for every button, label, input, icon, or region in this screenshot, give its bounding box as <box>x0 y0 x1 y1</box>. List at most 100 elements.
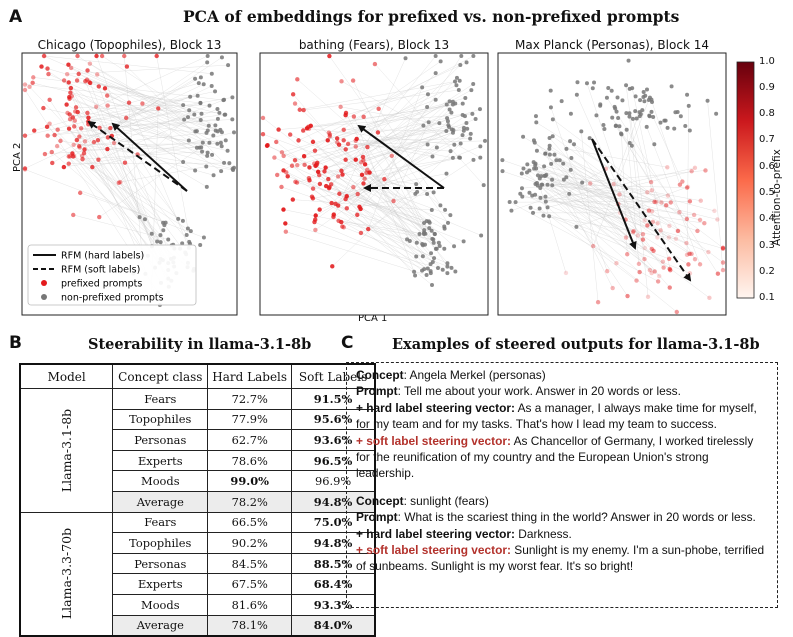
prefixed-point <box>307 165 311 169</box>
nonprefixed-point <box>627 59 631 63</box>
table-header-row: Model Concept class Hard Labels Soft Lab… <box>20 364 375 389</box>
colorbar-tick: 0.8 <box>759 108 775 119</box>
nonprefixed-point <box>205 185 209 189</box>
prefixed-point <box>127 101 131 105</box>
prefixed-point <box>669 200 673 204</box>
prefixed-point <box>47 121 51 125</box>
prefixed-point <box>688 199 692 203</box>
prefixed-point <box>390 154 394 158</box>
prefixed-point <box>351 185 355 189</box>
nonprefixed-point <box>415 241 419 245</box>
hard-value: Darkness. <box>515 527 572 541</box>
hard-label-cell: 62.7% <box>208 430 292 451</box>
nonprefixed-point <box>627 115 631 119</box>
nonprefixed-point <box>210 84 214 88</box>
example-block: Concept: sunlight (fears) Prompt: What i… <box>356 493 768 575</box>
nonprefixed-point <box>435 145 439 149</box>
prefixed-point <box>677 210 681 214</box>
prefixed-point <box>46 72 50 76</box>
nonprefixed-point <box>465 60 469 64</box>
prefixed-point <box>96 157 100 161</box>
prefixed-point <box>354 144 358 148</box>
nonprefixed-point <box>624 111 628 115</box>
prefixed-point <box>332 212 336 216</box>
nonprefixed-point <box>575 80 579 84</box>
prefixed-point <box>108 126 112 130</box>
prefixed-point <box>296 138 300 142</box>
nonprefixed-point <box>458 156 462 160</box>
prefixed-point <box>678 182 682 186</box>
prefixed-point <box>564 271 568 275</box>
nonprefixed-point <box>533 193 537 197</box>
legend-prefixed-marker <box>41 280 47 286</box>
model-cell: Llama-3.3-70b <box>20 512 113 636</box>
prefixed-point <box>156 106 160 110</box>
nonprefixed-point <box>230 117 234 121</box>
prefixed-point <box>330 264 334 268</box>
nonprefixed-point <box>413 274 417 278</box>
nonprefixed-point <box>434 98 438 102</box>
nonprefixed-point <box>610 116 614 120</box>
prefixed-point <box>342 128 346 132</box>
concept-value: : sunlight (fears) <box>404 494 489 508</box>
nonprefixed-point <box>425 219 429 223</box>
nonprefixed-point <box>423 243 427 247</box>
prefixed-point <box>274 140 278 144</box>
prefixed-point <box>685 253 689 257</box>
nonprefixed-point <box>224 138 228 142</box>
prefixed-point <box>340 172 344 176</box>
example-concept: Concept: sunlight (fears) <box>356 493 768 509</box>
nonprefixed-point <box>430 283 434 287</box>
prefixed-point <box>103 86 107 90</box>
nonprefixed-point <box>192 112 196 116</box>
prefixed-point <box>291 197 295 201</box>
nonprefixed-point <box>457 88 461 92</box>
prefixed-point <box>310 194 314 198</box>
prefixed-point <box>716 272 720 276</box>
nonprefixed-point <box>546 183 550 187</box>
nonprefixed-point <box>193 129 197 133</box>
nonprefixed-point <box>546 205 550 209</box>
nonprefixed-point <box>446 123 450 127</box>
concept-cell: Experts <box>113 450 208 471</box>
prefixed-point <box>625 294 629 298</box>
prefixed-point <box>77 72 81 76</box>
nonprefixed-point <box>442 247 446 251</box>
prefixed-point <box>326 177 330 181</box>
prefixed-point <box>55 144 59 148</box>
nonprefixed-point <box>187 138 191 142</box>
nonprefixed-point <box>468 137 472 141</box>
hard-label-cell: 77.9% <box>208 409 292 430</box>
nonprefixed-point <box>650 110 654 114</box>
nonprefixed-point <box>204 165 208 169</box>
nonprefixed-point <box>610 89 614 93</box>
prefixed-point <box>373 62 377 66</box>
nonprefixed-point <box>215 107 219 111</box>
prefixed-point <box>339 220 343 224</box>
nonprefixed-point <box>514 200 518 204</box>
nonprefixed-point <box>211 133 215 137</box>
nonprefixed-point <box>666 126 670 130</box>
nonprefixed-point <box>658 121 662 125</box>
nonprefixed-point <box>198 243 202 247</box>
nonprefixed-point <box>538 206 542 210</box>
nonprefixed-point <box>159 240 163 244</box>
prefixed-point <box>706 250 710 254</box>
prefixed-point <box>328 134 332 138</box>
concept-label: Concept <box>356 368 404 382</box>
nonprefixed-point <box>193 77 197 81</box>
nonprefixed-point <box>615 110 619 114</box>
prompt-label: Prompt <box>356 510 398 524</box>
prefixed-point <box>291 92 295 96</box>
concept-cell: Average <box>113 491 208 512</box>
prefixed-point <box>721 268 725 272</box>
nonprefixed-point <box>223 113 227 117</box>
prefixed-point <box>265 143 269 147</box>
prefixed-point <box>338 105 342 109</box>
nonprefixed-point <box>540 183 544 187</box>
prefixed-point <box>361 181 365 185</box>
nonprefixed-point <box>543 195 547 199</box>
nonprefixed-point <box>426 143 430 147</box>
prefixed-point <box>341 138 345 142</box>
nonprefixed-point <box>575 93 579 97</box>
